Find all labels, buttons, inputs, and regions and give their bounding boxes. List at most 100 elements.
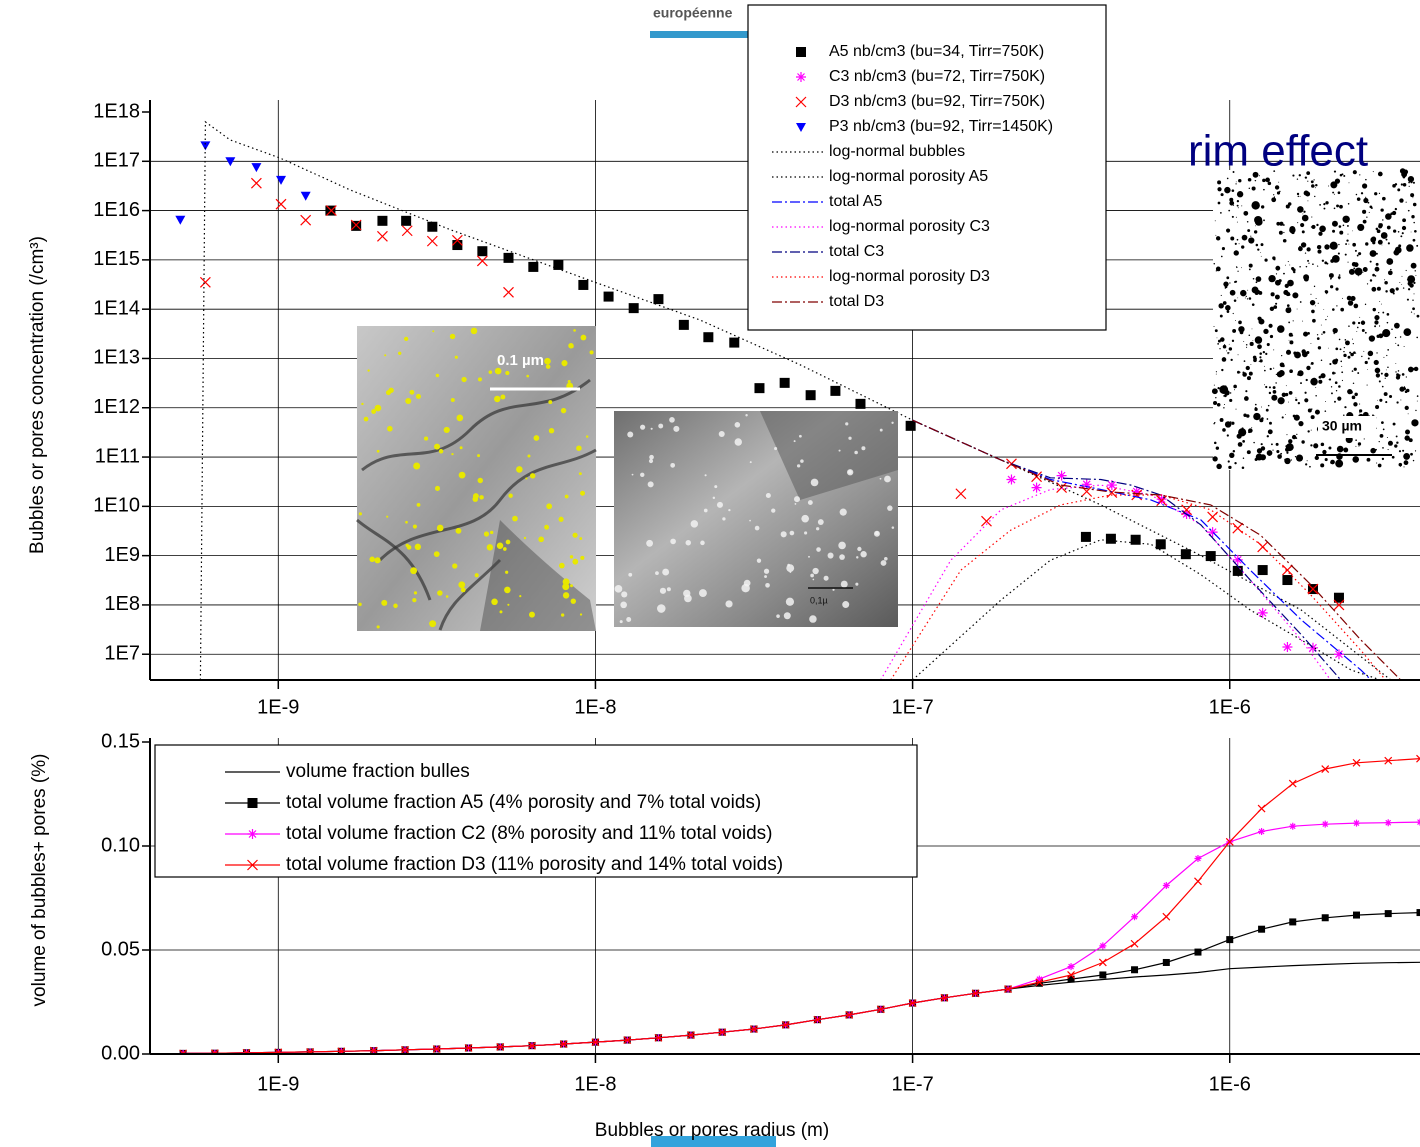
inset-dot [1257, 317, 1261, 321]
inset-dot [1332, 308, 1335, 311]
inset-dot [527, 454, 530, 457]
inset-dot [1340, 361, 1342, 363]
inset-dot [1237, 271, 1238, 272]
inset-dot [1247, 290, 1248, 291]
inset-dot [1380, 434, 1384, 438]
inset-dot [1378, 312, 1379, 313]
inset-dot [478, 377, 482, 381]
data-point [1163, 959, 1170, 966]
data-point [855, 399, 865, 409]
inset-dot [1305, 176, 1307, 178]
inset-dot [1272, 256, 1275, 259]
inset-dot [1401, 284, 1402, 285]
inset-dot [412, 598, 416, 602]
inset-dot [1314, 286, 1315, 287]
inset-dot [1395, 343, 1396, 344]
y-tick-label: 1E17 [93, 150, 140, 172]
inset-dot [1343, 414, 1344, 415]
data-point [1032, 483, 1042, 493]
inset-dot [1311, 180, 1314, 183]
inset-dot [1376, 428, 1377, 429]
inset-dot [1404, 460, 1409, 465]
inset-dot [1373, 171, 1374, 172]
inset-dot [1365, 197, 1366, 198]
inset-dot [1280, 453, 1282, 455]
inset-dot [563, 592, 569, 598]
inset-dot [691, 520, 698, 527]
inset-dot [1379, 193, 1380, 194]
data-point [1233, 555, 1243, 565]
inset-dot [1362, 329, 1365, 332]
inset-dot [1380, 208, 1383, 211]
inset-dot [1370, 250, 1377, 257]
inset-dot [1328, 185, 1329, 186]
inset-dot [1302, 230, 1305, 233]
inset-dot [1382, 447, 1384, 449]
inset-dot [1279, 231, 1283, 235]
inset-dot [667, 587, 671, 591]
inset-dot [1362, 210, 1366, 214]
inset-dot [1265, 178, 1270, 183]
inset-dot [475, 573, 479, 577]
inset-dot [725, 600, 732, 607]
inset-dot [1295, 456, 1296, 457]
inset-dot [586, 435, 588, 437]
inset-dot [1216, 446, 1219, 449]
inset-dot [1332, 192, 1334, 194]
inset-dot [1238, 207, 1239, 208]
y-tick-label: 1E8 [104, 593, 140, 615]
inset-dot [1415, 275, 1416, 276]
inset-dot [478, 478, 483, 483]
inset-dot [405, 521, 408, 524]
inset-dot [1323, 309, 1324, 310]
data-point [1353, 820, 1360, 827]
inset-dot [1370, 279, 1372, 281]
inset-dot [880, 429, 883, 432]
inset-dot [508, 494, 512, 498]
inset-dot [1238, 442, 1243, 447]
inset-dot [1287, 280, 1294, 287]
inset-dot [1300, 223, 1304, 227]
inset-dot [841, 581, 848, 588]
data-point [1258, 926, 1265, 933]
inset-dot [1263, 219, 1265, 221]
inset-dot [1331, 386, 1332, 387]
inset-dot [1343, 354, 1346, 357]
inset-dot [741, 584, 749, 592]
inset-dot [1220, 212, 1222, 214]
inset-dot [648, 481, 654, 487]
inset-dot [1367, 369, 1368, 370]
inset-dot [1265, 353, 1267, 355]
inset-dot [1384, 373, 1388, 377]
data-point [1181, 549, 1191, 559]
inset-dot [1338, 385, 1341, 388]
inset-dot [1396, 287, 1399, 290]
inset-dot [1361, 356, 1362, 357]
inset-dot [874, 531, 880, 537]
inset-dot [1226, 228, 1230, 232]
inset-dot [1334, 401, 1336, 403]
inset-dot [1249, 297, 1252, 300]
inset-dot [884, 557, 888, 561]
inset-dot [1217, 387, 1219, 389]
legend-symbol [796, 47, 806, 57]
data-point [1258, 608, 1268, 618]
inset-dot [1339, 339, 1341, 341]
inset-dot [1400, 399, 1401, 400]
inset-dot [1301, 242, 1306, 247]
inset-dot [717, 502, 723, 508]
y-tick-label: 1E14 [93, 297, 140, 319]
inset-dot [646, 540, 653, 547]
inset-dot [1397, 188, 1400, 191]
inset-dot [1229, 453, 1234, 458]
inset-dot [1348, 300, 1353, 305]
inset-dot [1349, 352, 1351, 354]
inset-dot [559, 563, 565, 569]
inset-dot [1395, 371, 1396, 372]
inset-dot [1283, 224, 1285, 226]
inset-dot [1256, 244, 1259, 247]
inset-dot [764, 569, 769, 574]
inset-dot [722, 517, 725, 520]
legend-label: log-normal porosity C3 [829, 218, 990, 235]
inset-dot [1269, 324, 1273, 328]
